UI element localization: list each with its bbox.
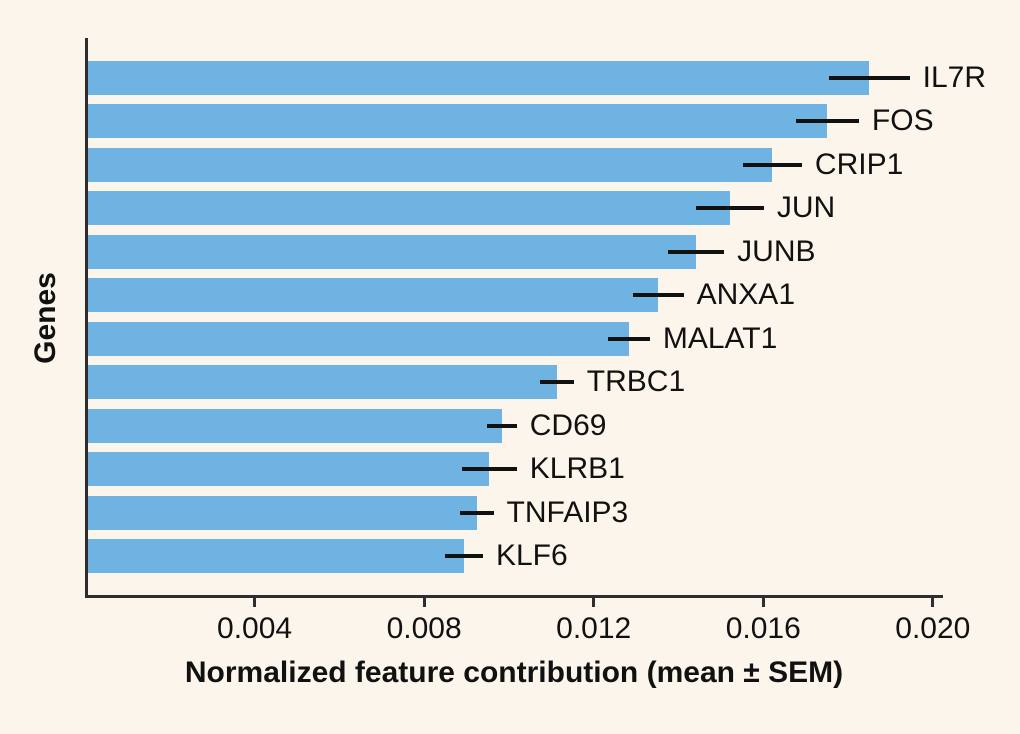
- x-tick-mark: [422, 598, 426, 607]
- x-tick-mark: [253, 598, 257, 607]
- error-bar-crip1: [742, 162, 802, 167]
- error-bar-trbc1: [540, 380, 574, 385]
- error-bar-fos: [795, 119, 859, 124]
- x-tick-mark: [592, 598, 596, 607]
- x-tick-mark: [931, 598, 935, 607]
- bar-row-il7r: IL7R: [88, 61, 986, 95]
- bar-malat1: [88, 321, 629, 356]
- bar-row-anxa1: ANXA1: [88, 278, 943, 313]
- gene-label-junb: JUNB: [737, 234, 816, 268]
- bar-anxa1: [88, 278, 659, 313]
- bar-fos: [88, 104, 828, 139]
- gene-label-klf6: KLF6: [495, 538, 568, 572]
- x-axis-label: Normalized feature contribution (mean ± …: [184, 656, 844, 689]
- error-bar-klrb1: [461, 467, 517, 472]
- error-bar-cd69: [487, 423, 517, 428]
- plot-area: IL7R FOS CRIP1 JUN JUNB ANXA1 MALAT1 TRBC1 CD69 K…: [85, 38, 986, 598]
- gene-label-il7r: IL7R: [922, 61, 986, 94]
- bar-row-klf6: KLF6: [88, 538, 943, 573]
- gene-label-malat1: MALAT1: [662, 321, 778, 355]
- bar-jun: [88, 191, 731, 226]
- gene-label-klrb1: KLRB1: [529, 452, 625, 486]
- gene-label-fos: FOS: [871, 104, 934, 138]
- bar-row-junb: JUNB: [88, 234, 943, 269]
- bar-crip1: [88, 147, 773, 182]
- x-tick-label: 0.004: [217, 612, 293, 645]
- bar-trbc1: [88, 365, 557, 400]
- bar-tnfaip3: [88, 495, 477, 530]
- bar-row-trbc1: TRBC1: [88, 365, 943, 400]
- gene-label-crip1: CRIP1: [814, 147, 904, 181]
- x-axis-ticks: 0.004 0.008 0.012 0.016 0.020: [85, 598, 970, 658]
- gene-label-trbc1: TRBC1: [586, 365, 686, 399]
- error-bar-jun: [696, 206, 764, 211]
- bar-klf6: [88, 538, 464, 573]
- x-tick-label: 0.020: [895, 612, 971, 645]
- bar-row-fos: FOS: [88, 104, 943, 139]
- x-tick-label: 0.008: [386, 612, 462, 645]
- error-bar-il7r: [829, 76, 910, 80]
- bar-junb: [88, 234, 697, 269]
- error-bar-junb: [668, 249, 725, 254]
- error-bar-malat1: [607, 336, 650, 341]
- error-bar-anxa1: [632, 293, 684, 298]
- error-bar-tnfaip3: [459, 510, 494, 515]
- y-axis-label: Genes: [29, 272, 62, 364]
- gene-label-cd69: CD69: [529, 408, 607, 442]
- bar-row-malat1: MALAT1: [88, 321, 943, 356]
- bar-row-crip1: CRIP1: [88, 147, 943, 182]
- bar-cd69: [88, 408, 502, 443]
- bar-il7r: [88, 61, 870, 95]
- error-bar-klf6: [444, 553, 483, 558]
- bar-row-cd69: CD69: [88, 408, 943, 443]
- bar-row-jun: JUN: [88, 191, 943, 226]
- x-tick-label: 0.016: [725, 612, 801, 645]
- gene-label-anxa1: ANXA1: [696, 278, 796, 312]
- bars-container: IL7R FOS CRIP1 JUN JUNB ANXA1 MALAT1 TRBC1 CD69 K…: [88, 38, 986, 595]
- x-tick-mark: [761, 598, 765, 607]
- bar-row-klrb1: KLRB1: [88, 452, 943, 487]
- bar-klrb1: [88, 452, 490, 487]
- x-tick-label: 0.012: [556, 612, 632, 645]
- gene-label-jun: JUN: [776, 191, 836, 225]
- gene-label-tnfaip3: TNFAIP3: [506, 495, 629, 529]
- bar-row-tnfaip3: TNFAIP3: [88, 495, 943, 530]
